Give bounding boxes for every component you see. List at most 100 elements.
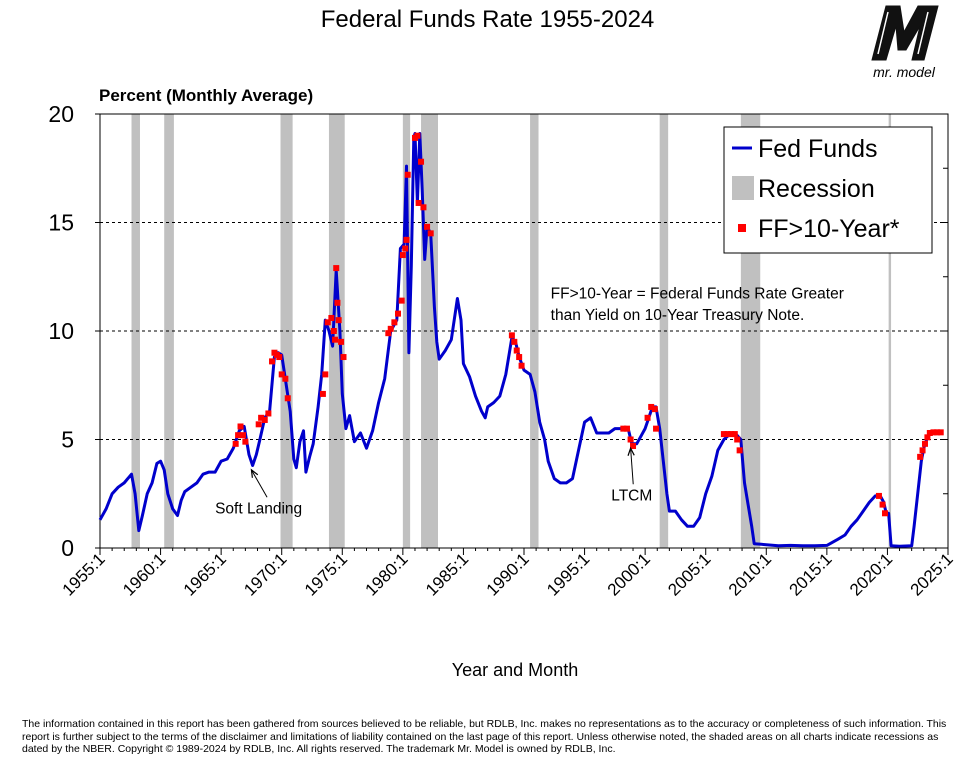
y-tick-label: 10 bbox=[48, 318, 74, 344]
logo-stripe bbox=[877, 11, 889, 55]
ff-above-10yr-marker bbox=[917, 453, 924, 460]
ff-above-10yr-marker bbox=[731, 431, 738, 438]
ff-above-10yr-marker bbox=[926, 429, 933, 436]
annotation-arrow bbox=[630, 448, 634, 485]
ff-above-10yr-marker bbox=[516, 354, 523, 361]
logo bbox=[871, 5, 939, 61]
disclaimer: The information contained in this report… bbox=[22, 718, 947, 755]
annotation-text: LTCM bbox=[611, 487, 652, 504]
ff-above-10yr-marker bbox=[395, 310, 402, 317]
ff-above-10yr-marker bbox=[728, 431, 735, 438]
series bbox=[98, 132, 944, 548]
ff-above-10yr-marker bbox=[261, 416, 268, 423]
ff-above-10yr-marker bbox=[415, 199, 422, 206]
y-tick-label: 5 bbox=[61, 427, 74, 453]
ff-above-10yr-marker bbox=[720, 431, 727, 438]
x-tick-label: 1975:1 bbox=[301, 549, 351, 599]
ff-above-10yr-marker bbox=[335, 317, 342, 324]
ff-above-10yr-marker bbox=[630, 443, 637, 450]
logo-mark bbox=[871, 5, 939, 61]
y-tick-label: 0 bbox=[61, 535, 74, 561]
x-tick-label: 1980:1 bbox=[361, 549, 411, 599]
y-tick-label: 15 bbox=[48, 210, 74, 236]
ff-above-10yr-marker bbox=[391, 319, 398, 326]
ff-above-10yr-marker bbox=[237, 423, 244, 430]
legend-label: Fed Funds bbox=[758, 135, 878, 163]
ff-above-10yr-marker bbox=[734, 436, 741, 443]
ff-above-10yr-marker bbox=[324, 319, 331, 326]
ff-above-10yr-marker bbox=[648, 403, 655, 410]
ff-above-10yr-marker bbox=[258, 414, 265, 421]
ff-above-10yr-marker bbox=[385, 330, 392, 337]
y-axis-unit-label: Percent (Monthly Average) bbox=[99, 86, 314, 105]
ff-above-10yr-marker bbox=[930, 429, 937, 436]
ff-above-10yr-marker bbox=[404, 171, 411, 178]
x-tick-label: 1970:1 bbox=[240, 549, 290, 599]
ff-above-10yr-marker bbox=[330, 328, 337, 334]
legend-swatch-marker bbox=[738, 224, 746, 232]
ff-above-10yr-marker bbox=[340, 354, 347, 361]
x-tick-label: 1995:1 bbox=[543, 549, 593, 599]
x-tick-label: 1990:1 bbox=[483, 549, 533, 599]
x-tick-label: 1965:1 bbox=[180, 549, 230, 599]
ff-above-10yr-marker bbox=[651, 406, 658, 413]
ff-above-10yr-marker bbox=[235, 432, 242, 439]
annotation-arrowhead bbox=[250, 468, 259, 478]
ff-above-10yr-marker bbox=[427, 230, 434, 237]
ff-above-10yr-marker bbox=[278, 371, 285, 378]
chart-title: Federal Funds Rate 1955-2024 bbox=[320, 6, 655, 33]
x-tick-label: 2025:1 bbox=[907, 549, 957, 599]
ff-above-10yr-marker bbox=[403, 236, 410, 243]
y-tick-label: 20 bbox=[48, 101, 74, 127]
ff-above-10yr-marker bbox=[511, 338, 518, 345]
ff-above-10yr-marker bbox=[919, 447, 926, 454]
ff-above-10yr-marker bbox=[508, 332, 515, 339]
annotations: FF>10-Year = Federal Funds Rate Greater t… bbox=[215, 285, 844, 517]
annotation-arrow bbox=[250, 469, 268, 498]
ff-above-10yr-marker bbox=[644, 414, 651, 421]
ff-above-10yr-marker bbox=[239, 432, 246, 439]
x-tick-label: 2010:1 bbox=[725, 549, 775, 599]
ff-above-10yr-marker bbox=[328, 314, 335, 321]
ff-above-10yr-marker bbox=[934, 429, 941, 436]
ff-above-10yr-marker bbox=[879, 501, 886, 508]
x-tick-label: 2000:1 bbox=[604, 549, 654, 599]
ff-above-10yr-marker bbox=[242, 438, 249, 445]
legend-box bbox=[723, 126, 933, 254]
ff-above-10yr-marker bbox=[282, 375, 289, 382]
x-tick-label: 2005:1 bbox=[664, 549, 714, 599]
legend-label: Recession bbox=[758, 175, 875, 203]
ff-above-10yr-marker bbox=[653, 425, 660, 432]
ff-above-10yr-marker bbox=[322, 371, 329, 378]
ff-above-10yr-marker bbox=[420, 204, 427, 211]
ff-above-10yr-marker bbox=[402, 245, 409, 252]
recession-band bbox=[659, 114, 669, 548]
recession-band bbox=[888, 114, 892, 548]
annotation-text: FF>10-Year = Federal Funds Rate Greater bbox=[551, 285, 844, 302]
annotation-arrowhead bbox=[627, 446, 635, 456]
ff-above-10yr-marker bbox=[623, 425, 630, 432]
ff-above-10yr-marker bbox=[276, 354, 283, 361]
ff-above-10yr-marker bbox=[398, 297, 405, 304]
ff-above-10yr-marker bbox=[399, 252, 406, 259]
ff-above-10yr-marker bbox=[232, 440, 239, 447]
ff-above-10yr-marker bbox=[387, 325, 394, 332]
ff-above-10yr-marker bbox=[924, 434, 931, 441]
ff-above-10yr-marker bbox=[724, 431, 731, 438]
legend-label: FF>10-Year* bbox=[758, 215, 900, 243]
recession-band bbox=[131, 114, 140, 548]
ff-above-10yr-marker bbox=[620, 425, 627, 432]
annotation-text: Soft Landing bbox=[215, 500, 302, 517]
x-tick-label: 1960:1 bbox=[119, 549, 169, 599]
ff-above-10yr-marker bbox=[265, 410, 272, 417]
x-axis-label: Year and Month bbox=[451, 660, 579, 680]
logo-caption: mr. model bbox=[873, 64, 935, 80]
ff-above-10yr-marker bbox=[338, 338, 345, 345]
legend: Fed Funds Recession FF>10-Year* bbox=[723, 126, 933, 254]
x-tick-label: 2020:1 bbox=[846, 549, 896, 599]
ff-above-10yr-marker bbox=[255, 421, 262, 428]
ff-above-10yr-marker bbox=[418, 158, 425, 165]
ff-above-10yr-marker bbox=[921, 440, 928, 447]
ff-above-10yr-marker bbox=[319, 390, 326, 397]
